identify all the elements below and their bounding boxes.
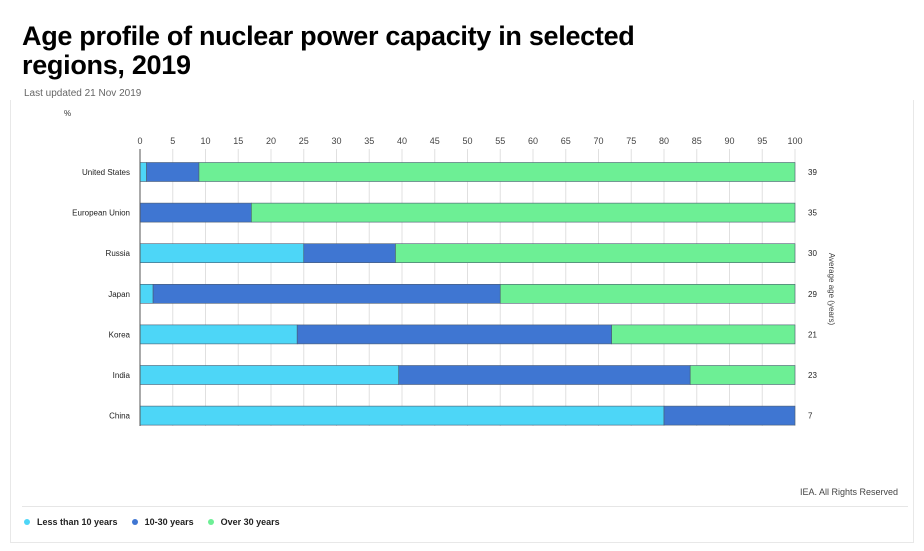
x-tick-label: 65 — [561, 136, 571, 146]
x-tick-label: 60 — [528, 136, 538, 146]
category-label: United States — [82, 168, 130, 177]
bar-segment — [152, 283, 501, 304]
average-age-label: 21 — [808, 330, 817, 339]
category-label: European Union — [72, 209, 130, 218]
x-tick-label: 85 — [692, 136, 702, 146]
x-axis-unit: % — [64, 109, 71, 118]
last-updated: Last updated 21 Nov 2019 — [24, 88, 142, 99]
category-label: Korea — [109, 330, 131, 339]
bar-segment — [139, 243, 305, 263]
x-tick-label: 0 — [137, 136, 142, 146]
x-tick-label: 40 — [397, 136, 407, 146]
average-age-label: 29 — [808, 290, 817, 299]
average-age-label: 35 — [808, 209, 817, 218]
x-tick-label: 50 — [462, 136, 472, 146]
average-age-label: 30 — [808, 249, 817, 258]
category-label: Japan — [108, 290, 130, 299]
bar-segment — [139, 365, 400, 385]
legend-dot-icon — [207, 519, 214, 525]
bar-segment — [663, 405, 796, 426]
legend-label: Over 30 years — [220, 517, 280, 527]
x-tick-label: 15 — [233, 136, 243, 146]
category-label: China — [109, 412, 130, 421]
chart-title: Age profile of nuclear power capacity in… — [22, 21, 635, 80]
legend-item-10-30[interactable]: 10-30 years — [131, 517, 194, 527]
bar-segment — [611, 324, 796, 345]
bar-segment — [395, 243, 796, 263]
x-tick-label: 35 — [364, 136, 374, 146]
bar-segment — [139, 324, 298, 345]
bar-segment — [139, 202, 252, 223]
category-label: Russia — [106, 249, 131, 258]
bar-segment — [398, 365, 691, 385]
y2-axis-title: Average age (years) — [827, 253, 836, 326]
bar-segment — [198, 162, 796, 182]
x-tick-label: 70 — [593, 136, 603, 146]
average-age-label: 7 — [808, 412, 813, 421]
x-tick-label: 80 — [659, 136, 669, 146]
legend-dot-icon — [24, 519, 30, 525]
x-tick-label: 90 — [724, 136, 734, 146]
x-tick-label: 45 — [430, 136, 440, 146]
x-tick-label: 25 — [299, 136, 309, 146]
legend-item-less-than-10[interactable]: Less than 10 years — [24, 517, 118, 527]
legend-divider — [22, 506, 908, 507]
bar-segment — [139, 162, 147, 182]
bar-segment — [139, 283, 154, 304]
x-tick-label: 5 — [170, 136, 175, 146]
chart-frame — [10, 100, 914, 543]
x-tick-label: 55 — [495, 136, 505, 146]
legend-dot-icon — [131, 519, 138, 525]
bar-segment — [146, 162, 200, 182]
x-tick-label: 10 — [200, 136, 210, 146]
x-tick-label: 100 — [787, 136, 802, 146]
x-tick-label: 75 — [626, 136, 636, 146]
average-age-label: 39 — [808, 168, 817, 177]
bar-segment — [139, 405, 665, 426]
legend-item-over-30[interactable]: Over 30 years — [207, 517, 280, 527]
x-tick-label: 30 — [331, 136, 341, 146]
legend: Less than 10 years 10-30 years Over 30 y… — [24, 517, 280, 527]
category-label: India — [113, 371, 131, 380]
legend-label: 10-30 years — [144, 517, 194, 527]
average-age-label: 23 — [808, 371, 817, 380]
legend-label: Less than 10 years — [37, 517, 118, 527]
x-tick-label: 95 — [757, 136, 767, 146]
bar-segment — [296, 324, 612, 345]
bar-segment — [303, 243, 396, 263]
credit-text: IEA. All Rights Reserved — [799, 487, 898, 497]
bar-segment — [689, 365, 796, 385]
bar-segment — [251, 202, 796, 223]
x-tick-label: 20 — [266, 136, 276, 146]
bar-segment — [499, 283, 796, 304]
